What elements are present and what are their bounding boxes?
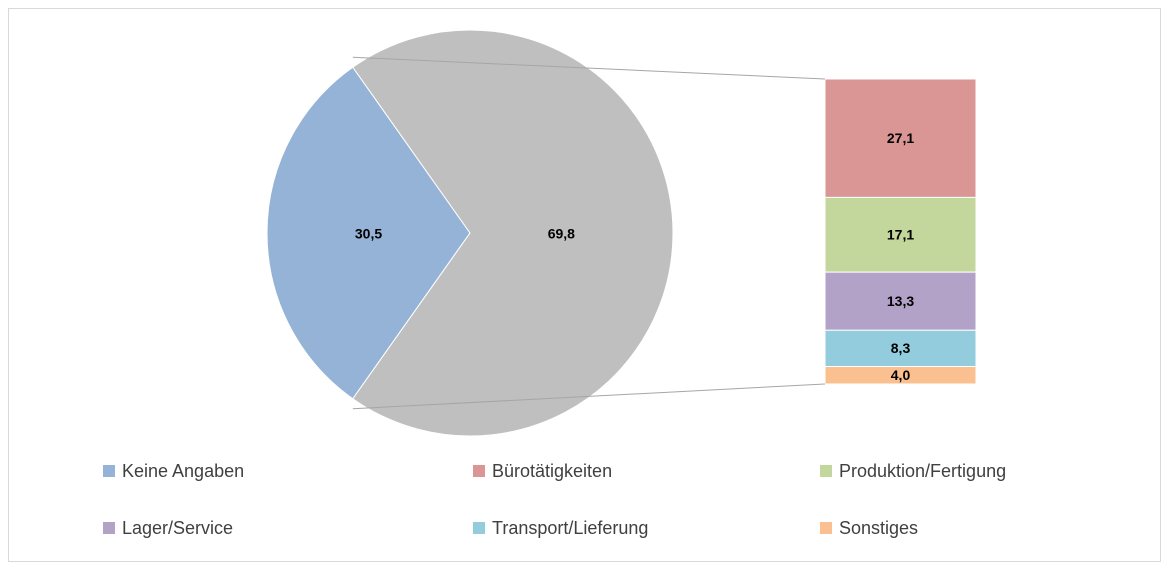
- legend-label: Sonstiges: [839, 518, 918, 538]
- data-label: 8,3: [891, 340, 911, 356]
- data-label: 4,0: [891, 367, 911, 383]
- data-label: 17,1: [887, 226, 914, 242]
- data-label: 27,1: [887, 130, 914, 146]
- pie-slice: [352, 29, 674, 437]
- legend-label: Keine Angaben: [122, 461, 244, 481]
- pie-slice: [266, 66, 471, 400]
- legend-swatch: [103, 465, 115, 477]
- data-label: 69,8: [548, 226, 575, 242]
- legend-swatch: [103, 522, 115, 534]
- data-label: 30,5: [355, 226, 382, 242]
- legend-label: Produktion/Fertigung: [839, 461, 1006, 481]
- connector-line: [352, 383, 826, 410]
- legend-label: Lager/Service: [122, 518, 233, 538]
- connector-line: [352, 56, 826, 80]
- legend-swatch: [473, 465, 485, 477]
- legend-swatch: [820, 522, 832, 534]
- legend-label: Transport/Lieferung: [492, 518, 648, 538]
- data-label: 13,3: [887, 293, 914, 309]
- legend-label: Bürotätigkeiten: [492, 461, 612, 481]
- bar-segment: [824, 78, 977, 198]
- bar-segment: [824, 366, 977, 385]
- legend-swatch: [820, 465, 832, 477]
- legend-swatch: [473, 522, 485, 534]
